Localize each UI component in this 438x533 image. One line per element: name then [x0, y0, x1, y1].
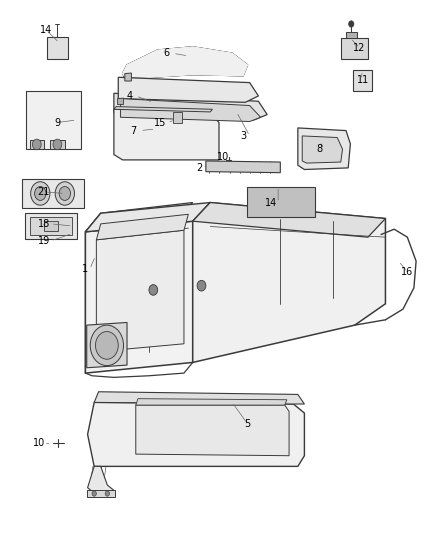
- Polygon shape: [47, 37, 68, 59]
- Polygon shape: [25, 213, 77, 239]
- Circle shape: [92, 491, 96, 496]
- Polygon shape: [85, 213, 101, 373]
- Polygon shape: [136, 399, 287, 405]
- Polygon shape: [346, 32, 357, 38]
- Circle shape: [53, 139, 62, 150]
- Polygon shape: [88, 402, 304, 466]
- Polygon shape: [94, 392, 304, 404]
- Text: 16: 16: [401, 267, 413, 277]
- Polygon shape: [22, 179, 84, 208]
- Text: 15: 15: [154, 118, 166, 127]
- Polygon shape: [298, 128, 350, 169]
- Circle shape: [105, 491, 110, 496]
- Text: 14: 14: [265, 198, 278, 207]
- Polygon shape: [193, 203, 385, 362]
- Polygon shape: [85, 203, 210, 232]
- Polygon shape: [247, 187, 315, 217]
- Circle shape: [95, 332, 118, 359]
- Text: 9: 9: [54, 118, 60, 127]
- Text: 10: 10: [33, 439, 46, 448]
- Polygon shape: [117, 98, 124, 104]
- Circle shape: [197, 280, 206, 291]
- Text: 5: 5: [244, 419, 251, 429]
- Polygon shape: [87, 322, 127, 368]
- Polygon shape: [30, 217, 72, 235]
- Polygon shape: [193, 203, 385, 237]
- Polygon shape: [118, 77, 258, 102]
- Polygon shape: [96, 230, 184, 352]
- Polygon shape: [136, 405, 289, 456]
- Polygon shape: [85, 203, 193, 232]
- Polygon shape: [302, 136, 343, 163]
- Polygon shape: [125, 73, 131, 81]
- Polygon shape: [26, 91, 81, 149]
- Text: 12: 12: [353, 43, 365, 53]
- Polygon shape: [85, 221, 193, 373]
- Text: 2: 2: [196, 163, 202, 173]
- Circle shape: [59, 187, 71, 200]
- Text: 3: 3: [240, 131, 246, 141]
- Polygon shape: [96, 214, 188, 240]
- Text: 11: 11: [357, 75, 370, 85]
- Text: 8: 8: [317, 144, 323, 154]
- Text: 1: 1: [82, 264, 88, 274]
- Circle shape: [35, 187, 46, 200]
- Polygon shape: [173, 112, 182, 123]
- Polygon shape: [50, 140, 65, 149]
- Polygon shape: [123, 47, 247, 77]
- Polygon shape: [353, 70, 372, 91]
- Circle shape: [32, 139, 41, 150]
- Text: 6: 6: [163, 49, 170, 58]
- Polygon shape: [114, 107, 212, 112]
- Text: 19: 19: [38, 236, 50, 246]
- Polygon shape: [87, 490, 115, 497]
- Polygon shape: [30, 140, 44, 149]
- Circle shape: [55, 182, 74, 205]
- Polygon shape: [88, 466, 114, 497]
- Text: 21: 21: [38, 187, 50, 197]
- Circle shape: [31, 182, 50, 205]
- Polygon shape: [114, 93, 267, 120]
- Text: 10: 10: [217, 152, 230, 162]
- Circle shape: [149, 285, 158, 295]
- Polygon shape: [44, 221, 58, 231]
- Text: 14: 14: [40, 25, 52, 35]
- Polygon shape: [341, 38, 368, 59]
- Circle shape: [349, 21, 354, 27]
- Text: 7: 7: [131, 126, 137, 135]
- Polygon shape: [114, 109, 219, 160]
- Polygon shape: [206, 161, 280, 173]
- Polygon shape: [120, 99, 261, 122]
- Circle shape: [90, 325, 124, 366]
- Text: 4: 4: [126, 91, 132, 101]
- Text: 18: 18: [38, 219, 50, 229]
